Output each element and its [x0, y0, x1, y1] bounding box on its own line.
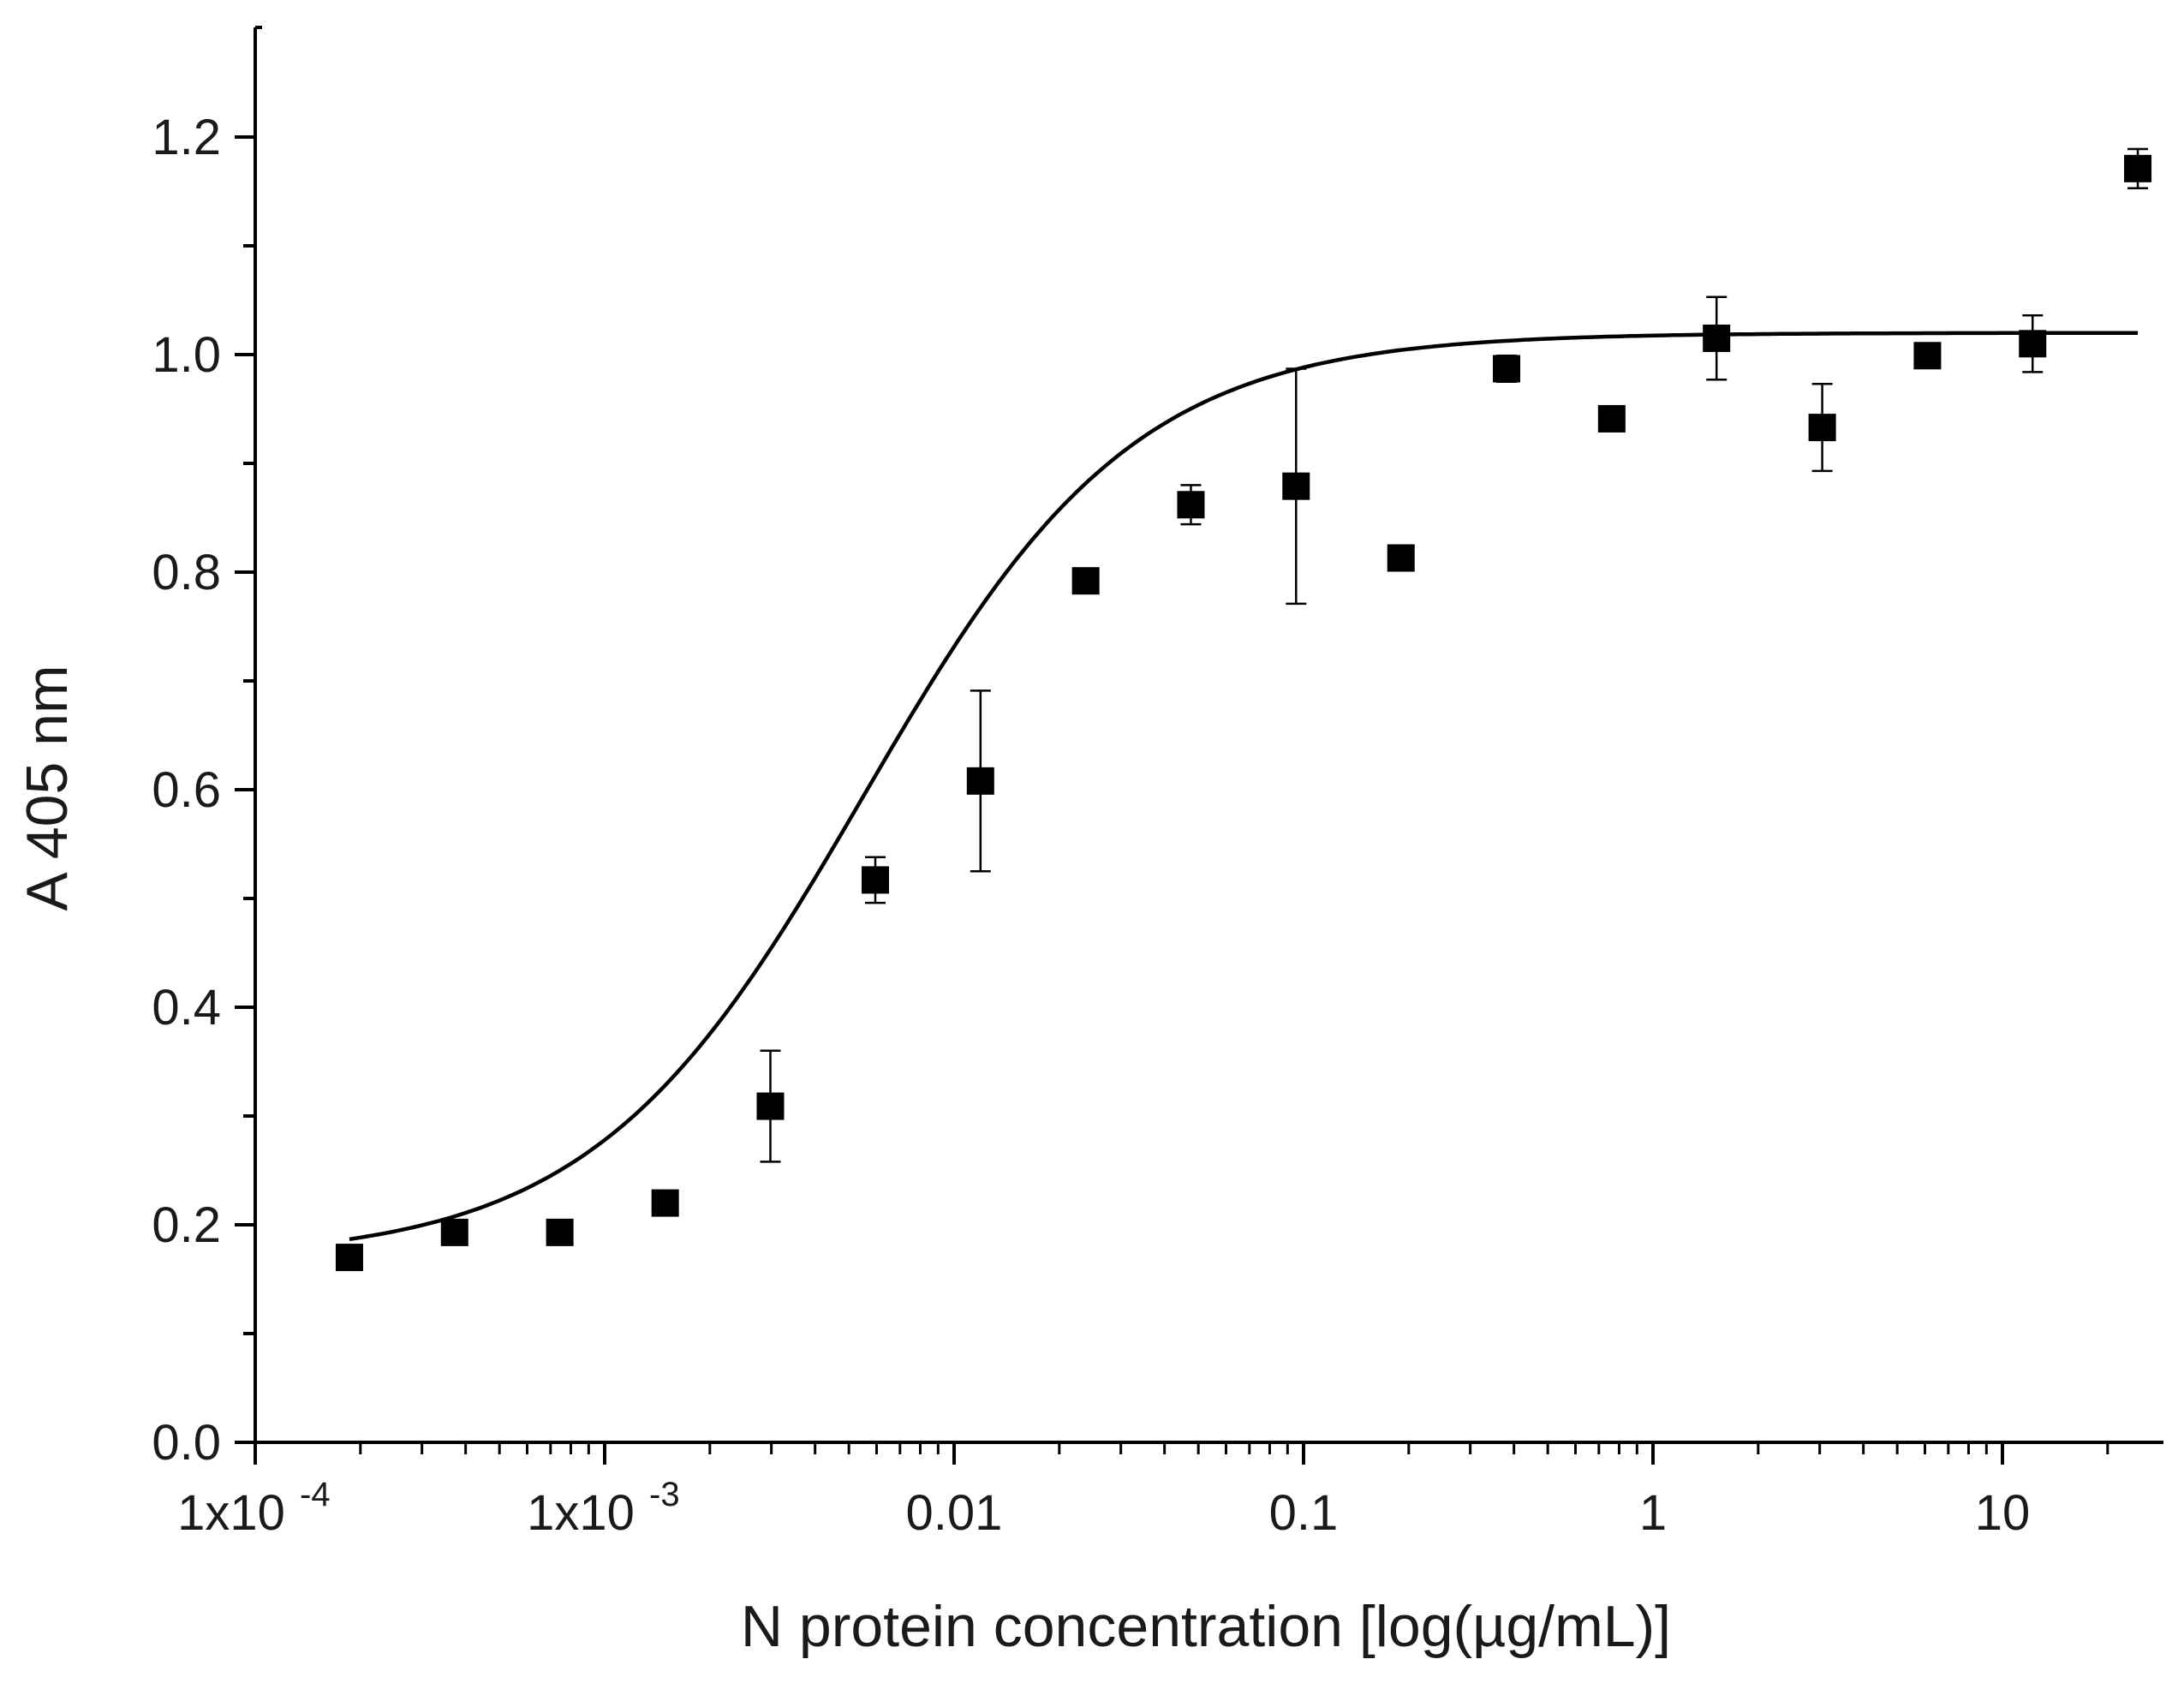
- data-point: [440, 1218, 468, 1246]
- y-tick-label: 0.2: [152, 1197, 221, 1253]
- x-tick-exponent: -3: [649, 1476, 680, 1513]
- x-tick-label-group: 0.1: [1269, 1485, 1339, 1541]
- data-marker: [966, 767, 994, 795]
- x-tick-label: 10: [1975, 1485, 2031, 1541]
- data-marker: [2019, 330, 2047, 358]
- x-axis-ticks: 1x10 -4 1x10 -3 0.01 0.1 1 10: [177, 1442, 2109, 1541]
- data-point: [335, 1244, 363, 1272]
- data-point: [1071, 567, 1100, 595]
- data-marker: [1597, 404, 1626, 433]
- x-tick-exponent: -4: [300, 1476, 331, 1513]
- x-tick-label-group: 1: [1639, 1485, 1667, 1541]
- data-point: [1177, 484, 1205, 526]
- data-marker: [1703, 324, 1731, 352]
- x-tick-label: 0.1: [1269, 1485, 1339, 1541]
- data-point: [862, 856, 890, 904]
- data-point: [1703, 295, 1731, 381]
- data-marker: [1808, 414, 1836, 442]
- data-marker: [756, 1092, 785, 1120]
- data-marker: [1493, 355, 1521, 383]
- data-marker: [862, 866, 890, 894]
- data-marker: [2124, 154, 2152, 182]
- data-point: [546, 1218, 574, 1246]
- data-marker: [1913, 342, 1942, 370]
- data-point: [2124, 147, 2152, 189]
- data-marker: [1071, 567, 1100, 595]
- data-point: [1913, 342, 1942, 370]
- y-tick-label: 1.0: [152, 327, 221, 383]
- data-point: [966, 689, 994, 873]
- data-marker: [651, 1189, 679, 1217]
- x-tick-label: 1x10: [527, 1485, 635, 1541]
- data-marker: [1387, 544, 1415, 572]
- x-axis-title: N protein concentration [log(µg/mL)]: [741, 1594, 1671, 1659]
- data-point: [1282, 367, 1310, 606]
- y-tick-label: 0.4: [152, 980, 221, 1036]
- x-tick-label: 0.01: [906, 1485, 1003, 1541]
- y-axis-ticks: 0.0 0.2 0.4 0.6 0.8 1.0 1.2: [152, 110, 255, 1471]
- data-point: [1387, 544, 1415, 572]
- y-tick-label: 0.8: [152, 545, 221, 600]
- data-point: [756, 1049, 785, 1163]
- data-point: [1808, 383, 1836, 473]
- data-marker: [1282, 472, 1310, 500]
- data-point: [2019, 314, 2047, 373]
- x-tick-label-group: 1x10 -4: [177, 1476, 330, 1541]
- data-marker: [440, 1218, 468, 1246]
- x-tick-label-group: 1x10 -3: [527, 1476, 679, 1541]
- y-axis-title: A 405 nm: [15, 665, 80, 910]
- x-tick-label: 1: [1639, 1485, 1667, 1541]
- x-tick-label-group: 0.01: [906, 1485, 1003, 1541]
- y-tick-label: 1.2: [152, 110, 221, 165]
- fit-curve: [349, 331, 2139, 1242]
- data-point: [1597, 404, 1626, 433]
- y-tick-label: 0.0: [152, 1415, 221, 1471]
- x-tick-label: 1x10: [177, 1485, 285, 1541]
- data-marker: [546, 1218, 574, 1246]
- x-tick-label-group: 10: [1975, 1485, 2031, 1541]
- data-points: [335, 147, 2152, 1272]
- data-marker: [335, 1244, 363, 1272]
- data-point: [1493, 355, 1521, 383]
- data-marker: [1177, 491, 1205, 519]
- y-tick-label: 0.6: [152, 762, 221, 818]
- data-point: [651, 1189, 679, 1217]
